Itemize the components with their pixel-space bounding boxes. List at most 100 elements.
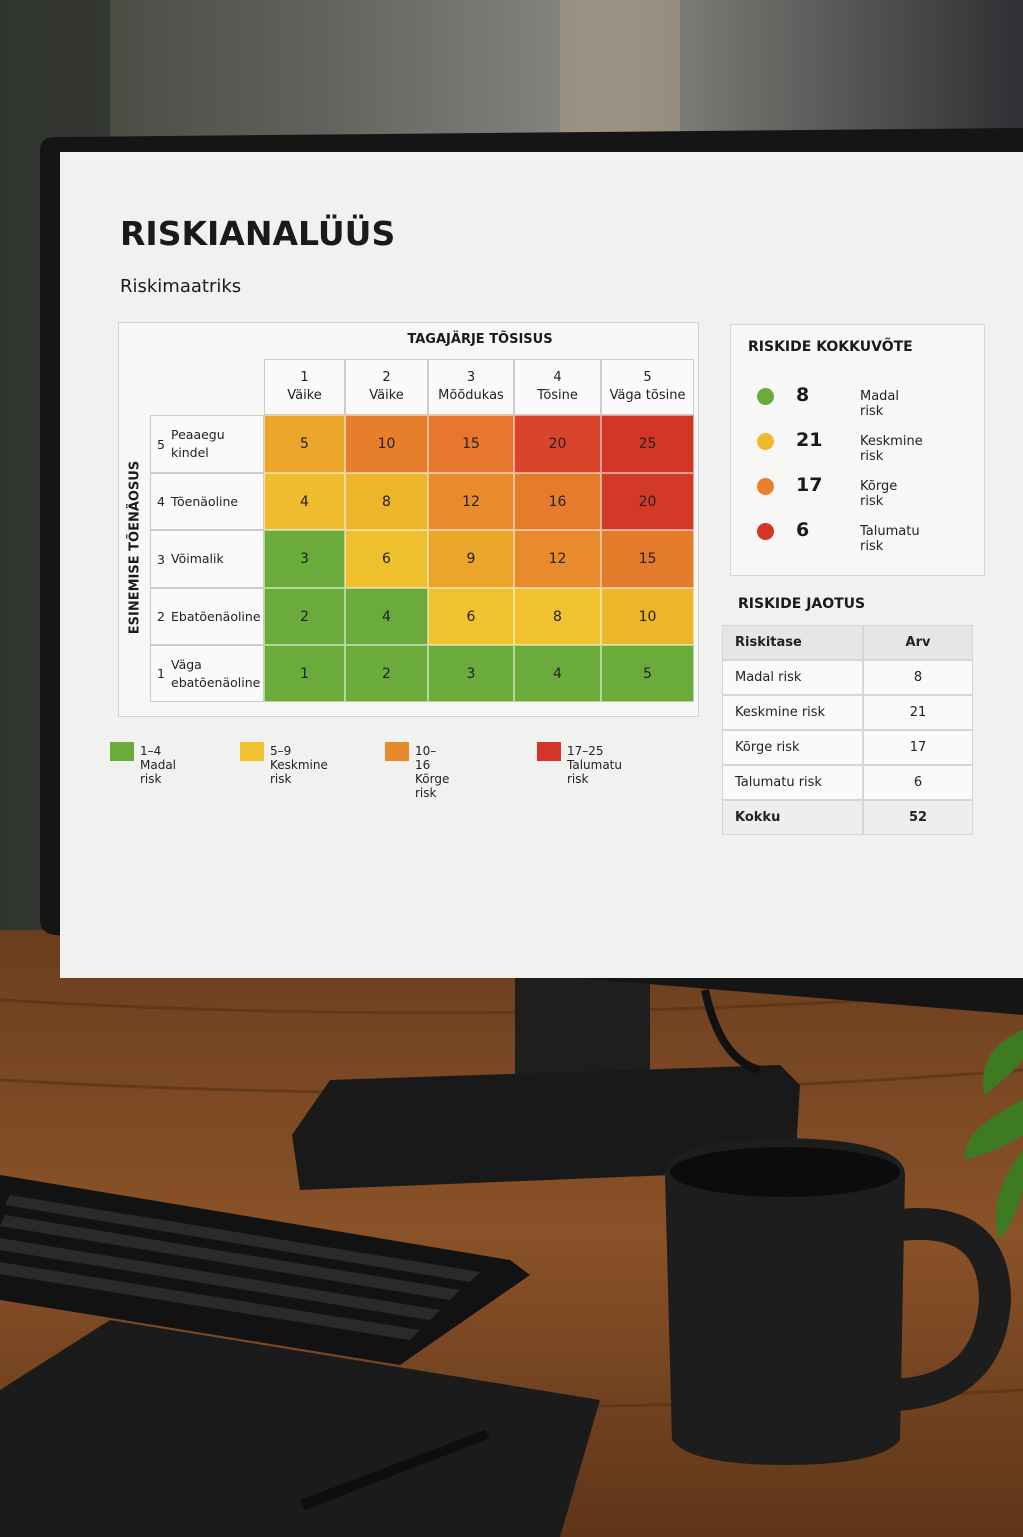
subtitle: Riskimaatriks xyxy=(120,276,242,297)
legend-swatch xyxy=(110,742,134,761)
mug-opening xyxy=(670,1147,900,1197)
column-number: 2 xyxy=(382,370,391,385)
table-cell: 17 xyxy=(863,730,973,765)
column-header: 2 Väike xyxy=(345,359,428,415)
risk-cell: 8 xyxy=(514,588,601,645)
risk-cell: 8 xyxy=(345,473,428,530)
row-number: 4 xyxy=(157,494,165,509)
summary-dot xyxy=(757,523,774,540)
risk-cell: 2 xyxy=(345,645,428,702)
row-header: 5 Peaaegu kindel xyxy=(150,415,264,473)
risk-cell: 3 xyxy=(428,645,514,702)
table-cell: Kõrge risk xyxy=(722,730,863,765)
row-header: 1 Väga ebatõenäoline xyxy=(150,645,264,702)
mug xyxy=(665,1138,905,1465)
risk-cell: 3 xyxy=(264,530,345,588)
risk-cell: 25 xyxy=(601,415,694,473)
column-header: 1 Väike xyxy=(264,359,345,415)
summary-title: RISKIDE KOKKUVÕTE xyxy=(748,339,913,355)
column-label: Mõõdukas xyxy=(438,388,504,403)
table-cell: 6 xyxy=(863,765,973,800)
col-axis-title: TAGAJÄRJE TÕSISUS xyxy=(407,332,553,347)
table-cell: Keskmine risk xyxy=(722,695,863,730)
risk-cell: 4 xyxy=(514,645,601,702)
summary-dot xyxy=(757,388,774,405)
row-number: 5 xyxy=(157,436,165,452)
row-header: 2 Ebatõenäoline xyxy=(150,588,264,645)
row-label: Ebatõenäoline xyxy=(171,608,261,624)
keys xyxy=(0,1195,480,1340)
row-label: Peaaegu kindel xyxy=(171,427,225,460)
column-number: 4 xyxy=(553,370,562,385)
risk-cell: 16 xyxy=(514,473,601,530)
table-header: Riskitase xyxy=(722,625,863,660)
risk-cell: 1 xyxy=(264,645,345,702)
legend-label: 10–16 Kõrge risk xyxy=(415,744,450,800)
table-total: Kokku xyxy=(722,800,863,835)
summary-dot xyxy=(757,433,774,450)
row-axis-title: ESINEMISE TÕENÄOSUS xyxy=(127,460,143,635)
column-number: 1 xyxy=(300,370,309,385)
table-cell: 21 xyxy=(863,695,973,730)
column-header: 4 Tõsine xyxy=(514,359,601,415)
column-label: Väike xyxy=(287,388,322,403)
monitor-base xyxy=(292,1065,800,1190)
risk-cell: 15 xyxy=(428,415,514,473)
legend-swatch xyxy=(537,742,561,761)
risk-cell: 15 xyxy=(601,530,694,588)
column-label: Tõsine xyxy=(537,388,578,403)
column-label: Väga tõsine xyxy=(609,388,686,403)
risk-cell: 6 xyxy=(345,530,428,588)
row-header: 3 Võimalik xyxy=(150,530,264,588)
risk-cell: 10 xyxy=(601,588,694,645)
cable xyxy=(701,989,762,1074)
legend-label: 5–9 Keskmine risk xyxy=(270,744,328,786)
summary-count: 21 xyxy=(796,429,823,451)
legend-label: 17–25 Talumatu risk xyxy=(567,744,622,786)
screen: RISKIANALÜÜS Riskimaatriks TAGAJÄRJE TÕS… xyxy=(60,152,1023,978)
column-header: 3 Mõõdukas xyxy=(428,359,514,415)
table-header: Arv xyxy=(863,625,973,660)
risk-cell: 5 xyxy=(264,415,345,473)
legend-swatch xyxy=(385,742,409,761)
column-label: Väike xyxy=(369,388,404,403)
row-label: Võimalik xyxy=(171,551,224,566)
summary-label: Talumatu risk xyxy=(860,524,920,554)
column-number: 5 xyxy=(643,370,652,385)
risk-cell: 4 xyxy=(264,473,345,530)
risk-cell: 10 xyxy=(345,415,428,473)
table-total: 52 xyxy=(863,800,973,835)
risk-cell: 4 xyxy=(345,588,428,645)
row-label: Tõenäoline xyxy=(171,493,239,509)
row-header: 4 Tõenäoline xyxy=(150,473,264,530)
table-cell: 8 xyxy=(863,660,973,695)
notebook xyxy=(0,1320,600,1537)
plant xyxy=(964,1030,1023,1240)
summary-count: 17 xyxy=(796,474,823,496)
mug-handle xyxy=(893,1208,1012,1411)
column-number: 3 xyxy=(466,370,476,385)
distribution-title: RISKIDE JAOTUS xyxy=(738,596,866,612)
summary-label: Keskmine risk xyxy=(860,434,923,464)
summary-count: 8 xyxy=(796,384,810,406)
row-number: 1 xyxy=(157,666,165,681)
table-cell: Talumatu risk xyxy=(722,765,863,800)
summary-dot xyxy=(757,478,774,495)
risk-cell: 9 xyxy=(428,530,514,588)
summary-count: 6 xyxy=(796,519,810,541)
page-title: RISKIANALÜÜS xyxy=(120,214,396,253)
risk-cell: 2 xyxy=(264,588,345,645)
column-header: 5 Väga tõsine xyxy=(601,359,694,415)
risk-cell: 6 xyxy=(428,588,514,645)
summary-label: Madal risk xyxy=(860,389,900,419)
risk-cell: 12 xyxy=(514,530,601,588)
legend-swatch xyxy=(240,742,264,761)
table-cell: Madal risk xyxy=(722,660,863,695)
risk-cell: 12 xyxy=(428,473,514,530)
summary-label: Kõrge risk xyxy=(860,479,898,509)
legend-label: 1–4 Madal risk xyxy=(140,744,177,786)
risk-cell: 5 xyxy=(601,645,694,702)
row-label: Väga ebatõenäoline xyxy=(171,656,261,690)
risk-cell: 20 xyxy=(514,415,601,473)
